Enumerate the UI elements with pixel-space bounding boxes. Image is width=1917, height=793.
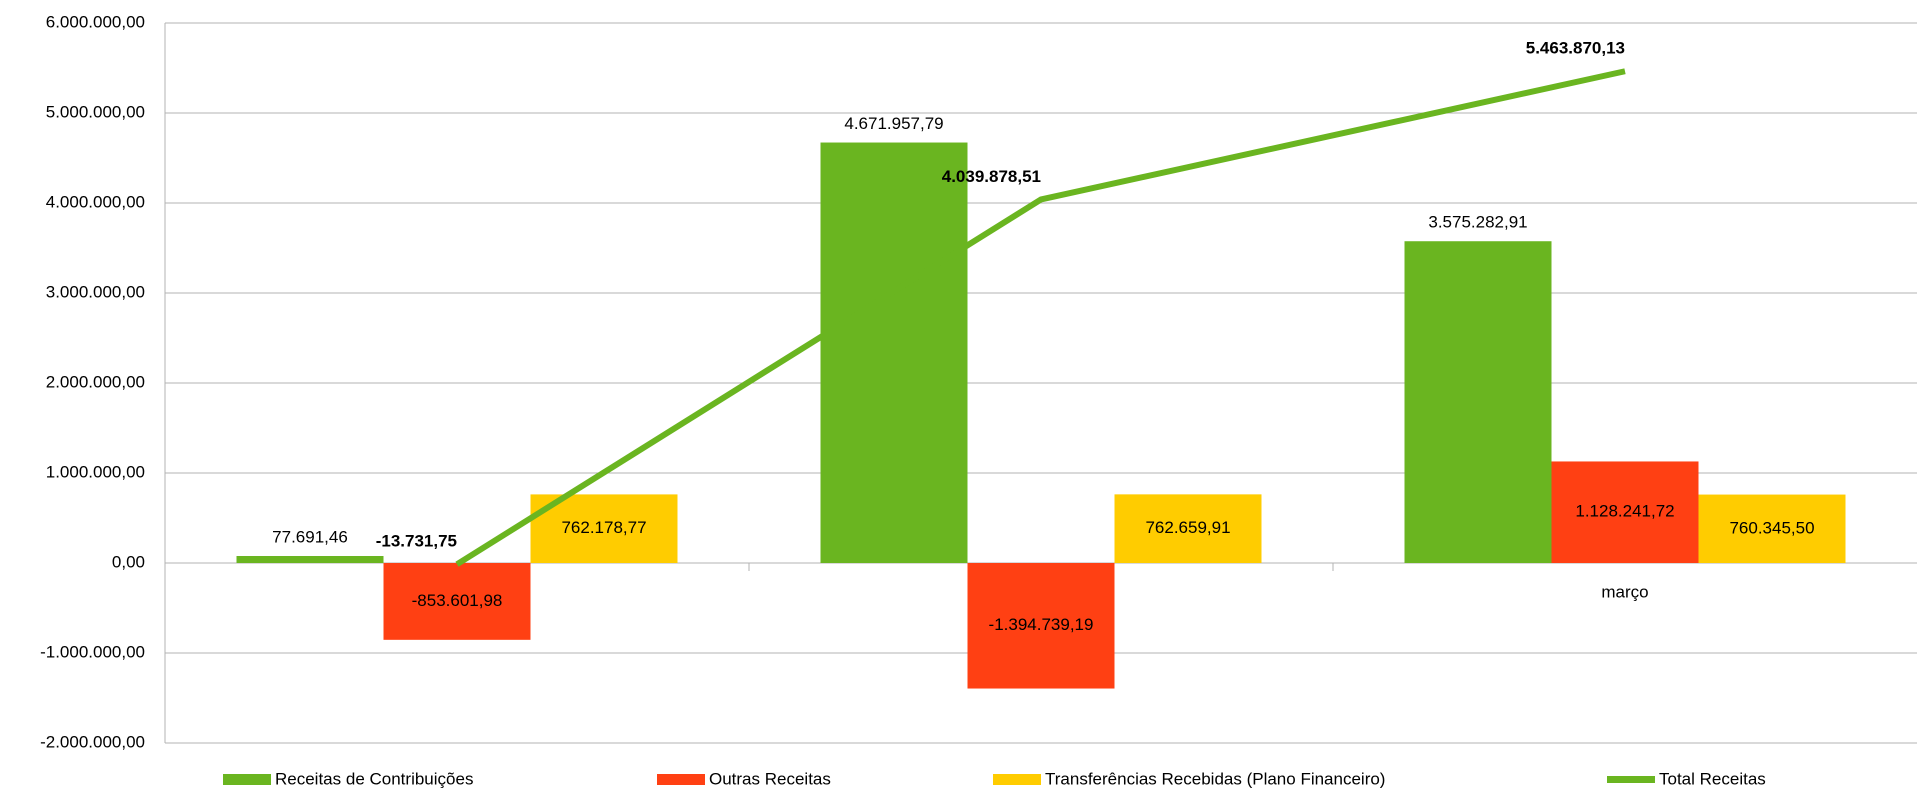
y-tick-label: 2.000.000,00 [46, 372, 145, 391]
bar [1404, 241, 1552, 563]
legend-swatch [223, 774, 271, 785]
y-tick-label: 4.000.000,00 [46, 192, 145, 211]
legend-swatch [993, 774, 1041, 785]
data-label: 762.659,91 [1145, 518, 1230, 537]
data-label: 5.463.870,13 [1526, 39, 1625, 58]
y-tick-label: 1.000.000,00 [46, 462, 145, 481]
y-tick-label: 5.000.000,00 [46, 102, 145, 121]
data-label: -1.394.739,19 [989, 615, 1094, 634]
data-label: 77.691,46 [272, 527, 348, 546]
bar [1551, 461, 1699, 563]
y-tick-label: -2.000.000,00 [40, 732, 145, 751]
y-tick-label: -1.000.000,00 [40, 642, 145, 661]
legend-label: Total Receitas [1659, 769, 1766, 788]
bar [383, 563, 531, 640]
x-tick-label: março [1601, 582, 1648, 601]
bar [1698, 494, 1846, 563]
legend-swatch [657, 774, 705, 785]
data-label: -853.601,98 [412, 591, 503, 610]
y-tick-label: 0,00 [112, 552, 145, 571]
bar [820, 142, 968, 563]
line [455, 68, 1626, 567]
legend-label: Receitas de Contribuições [275, 769, 473, 788]
data-label: 3.575.282,91 [1428, 213, 1527, 232]
y-tick-label: 3.000.000,00 [46, 282, 145, 301]
legend-label: Transferências Recebidas (Plano Financei… [1045, 769, 1385, 788]
data-label: 1.128.241,72 [1575, 502, 1674, 521]
bar [236, 556, 384, 563]
data-label: 760.345,50 [1729, 518, 1814, 537]
data-label: 762.178,77 [561, 518, 646, 537]
legend-swatch [1607, 776, 1655, 783]
legend-label: Outras Receitas [709, 769, 831, 788]
y-tick-label: 6.000.000,00 [46, 12, 145, 31]
bar [1114, 494, 1262, 563]
data-label: 4.039.878,51 [942, 167, 1041, 186]
data-label: -13.731,75 [376, 532, 457, 551]
data-label: 4.671.957,79 [844, 114, 943, 133]
bar [967, 563, 1115, 689]
